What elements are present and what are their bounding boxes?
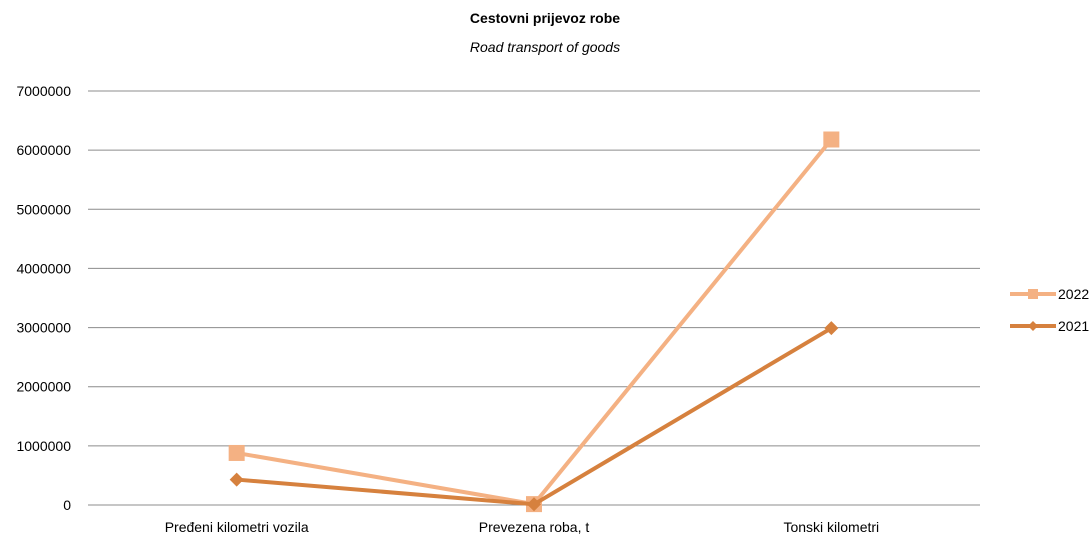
y-tick-label: 5000000 — [16, 201, 71, 217]
data-point — [823, 131, 839, 147]
series-2021 — [230, 321, 839, 511]
y-tick-label: 3000000 — [16, 320, 71, 336]
gridlines — [88, 91, 980, 505]
x-axis-ticks: Pređeni kilometri vozila Prevezena roba, … — [165, 519, 879, 535]
legend-item: 2022 — [1010, 286, 1089, 302]
legend-label: 2021 — [1058, 318, 1089, 334]
x-tick-label: Tonski kilometri — [783, 519, 879, 535]
series-2022 — [229, 131, 840, 512]
legend-label: 2022 — [1058, 286, 1089, 302]
legend-marker — [1028, 289, 1038, 299]
x-tick-label: Pređeni kilometri vozila — [165, 519, 309, 535]
chart-subtitle: Road transport of goods — [470, 39, 620, 55]
y-tick-label: 2000000 — [16, 379, 71, 395]
legend: 2022 2021 — [1010, 286, 1089, 334]
series-line — [237, 139, 832, 504]
series-lines — [229, 131, 840, 512]
y-tick-label: 4000000 — [16, 260, 71, 276]
series-line — [237, 328, 832, 504]
y-axis-ticks: 0 1000000 2000000 3000000 4000000 5000000 6000… — [16, 83, 71, 513]
data-point — [230, 473, 244, 487]
y-tick-label: 0 — [63, 497, 71, 513]
y-tick-label: 7000000 — [16, 83, 71, 99]
y-tick-label: 1000000 — [16, 438, 71, 454]
legend-item: 2021 — [1010, 318, 1089, 334]
data-point — [229, 445, 245, 461]
chart-title: Cestovni prijevoz robe — [470, 10, 620, 26]
legend-marker — [1028, 321, 1038, 331]
y-tick-label: 6000000 — [16, 142, 71, 158]
x-tick-label: Prevezena roba, t — [479, 519, 590, 535]
